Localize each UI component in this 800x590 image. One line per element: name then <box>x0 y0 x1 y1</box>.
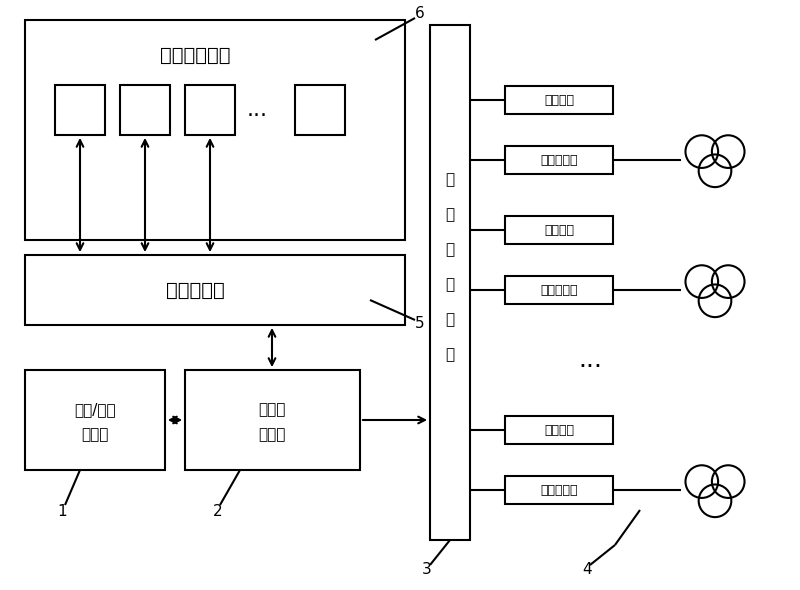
Text: 外: 外 <box>446 172 454 188</box>
Bar <box>295 85 345 135</box>
Text: ...: ... <box>246 100 267 120</box>
Text: 4: 4 <box>582 562 592 578</box>
Bar <box>25 370 165 470</box>
Text: 2: 2 <box>213 504 223 520</box>
Text: 网页服务器: 网页服务器 <box>166 280 224 300</box>
Text: 数据库: 数据库 <box>258 402 286 418</box>
Text: 5: 5 <box>415 316 425 330</box>
Text: 服务器: 服务器 <box>258 428 286 442</box>
Bar <box>25 20 405 240</box>
Text: 口: 口 <box>446 348 454 362</box>
Bar <box>505 146 613 174</box>
Bar <box>505 416 613 444</box>
Bar <box>185 85 235 135</box>
Text: 统: 统 <box>446 277 454 293</box>
Text: 一次侧电流: 一次侧电流 <box>540 153 578 166</box>
Text: 一次侧电流: 一次侧电流 <box>540 284 578 297</box>
Text: 1: 1 <box>57 504 67 520</box>
Bar <box>25 255 405 325</box>
Text: 3: 3 <box>422 562 432 578</box>
Bar <box>430 25 470 540</box>
Text: 环境温度: 环境温度 <box>544 224 574 237</box>
Text: 接: 接 <box>446 313 454 327</box>
Bar <box>505 216 613 244</box>
Text: 系: 系 <box>446 242 454 257</box>
Text: 环境温度: 环境温度 <box>544 93 574 107</box>
Bar <box>505 86 613 114</box>
Text: 一次侧电流: 一次侧电流 <box>540 483 578 497</box>
Text: 用户端浏览器: 用户端浏览器 <box>160 45 230 64</box>
Text: 环境温度: 环境温度 <box>544 424 574 437</box>
Bar <box>505 276 613 304</box>
Text: 计算/应用: 计算/应用 <box>74 402 116 418</box>
Bar <box>505 476 613 504</box>
Bar <box>185 370 360 470</box>
Text: 部: 部 <box>446 208 454 222</box>
Text: 服务器: 服务器 <box>82 428 109 442</box>
Text: 6: 6 <box>415 6 425 21</box>
Bar <box>120 85 170 135</box>
Bar <box>55 85 105 135</box>
Text: ...: ... <box>578 348 602 372</box>
